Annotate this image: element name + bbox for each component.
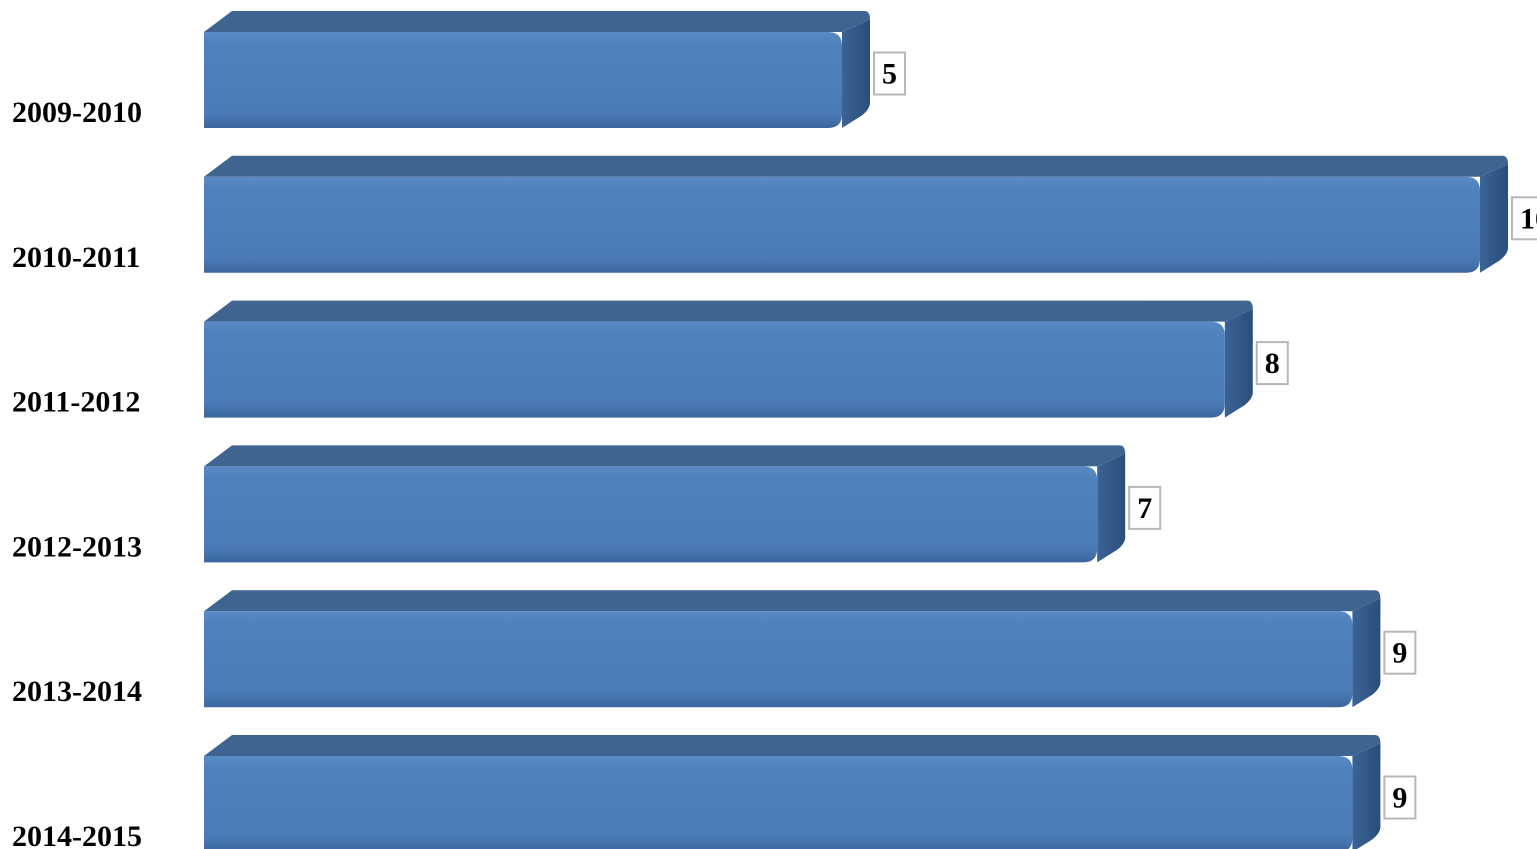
bar-top-face (204, 11, 870, 32)
bar-top-face (204, 445, 1126, 467)
bar-front-face (204, 466, 1098, 563)
value-label-text: 10 (1520, 202, 1537, 235)
category-label-2009-2010: 2009-2010 (12, 96, 142, 129)
bar-2014-2015 (204, 735, 1381, 849)
value-label-2010-2011: 10 (1511, 196, 1537, 241)
bars-group (204, 11, 1508, 849)
value-label-box (1511, 196, 1537, 241)
value-label-text: 8 (1265, 347, 1280, 380)
bar-2013-2014 (204, 590, 1381, 708)
bar-side-face (1352, 743, 1381, 849)
bar-side-face (842, 19, 870, 128)
bar-front-face (204, 321, 1225, 418)
bar-side-face (1480, 164, 1508, 273)
bar-front-face (204, 756, 1353, 849)
bar-side-face (1097, 453, 1126, 563)
value-label-box (1383, 630, 1417, 675)
value-label-text: 9 (1392, 637, 1407, 670)
bar-2011-2012 (204, 300, 1253, 418)
bar-top-face (204, 300, 1253, 322)
category-label-2014-2015: 2014-2015 (12, 820, 142, 849)
bar-side-face (1224, 309, 1253, 418)
value-label-box (1383, 775, 1417, 820)
value-label-text: 7 (1137, 492, 1152, 525)
bar-front-face (204, 611, 1353, 708)
bar-front-face (204, 32, 842, 128)
value-label-2009-2010: 5 (873, 51, 906, 96)
category-label-2010-2011: 2010-2011 (12, 241, 140, 274)
category-label-2012-2013: 2012-2013 (12, 530, 142, 563)
category-label-2013-2014: 2013-2014 (12, 675, 142, 708)
bar-2012-2013 (204, 445, 1126, 563)
value-label-box (1255, 341, 1289, 386)
value-label-2013-2014: 9 (1383, 630, 1417, 675)
bar-top-face (204, 590, 1381, 612)
value-label-2011-2012: 8 (1255, 341, 1289, 386)
value-label-box (1128, 485, 1162, 530)
bar-front-face (204, 176, 1480, 273)
value-label-2014-2015: 9 (1383, 775, 1417, 820)
category-labels-group: 2009-2010 2010-2011 2011-2012 2012-2013 2013… (12, 96, 142, 849)
bar-2009-2010 (204, 11, 870, 128)
value-labels-group: 5 10 8 7 9 9 (873, 51, 1537, 820)
bar-side-face (1352, 598, 1381, 708)
value-label-2012-2013: 7 (1128, 485, 1162, 530)
value-label-text: 9 (1392, 782, 1407, 815)
value-label-box (873, 51, 906, 96)
category-label-2011-2012: 2011-2012 (12, 386, 140, 419)
value-label-text: 5 (882, 58, 897, 91)
bar-top-face (204, 735, 1381, 756)
bar-2010-2011 (204, 155, 1508, 273)
bar-top-face (204, 155, 1508, 177)
